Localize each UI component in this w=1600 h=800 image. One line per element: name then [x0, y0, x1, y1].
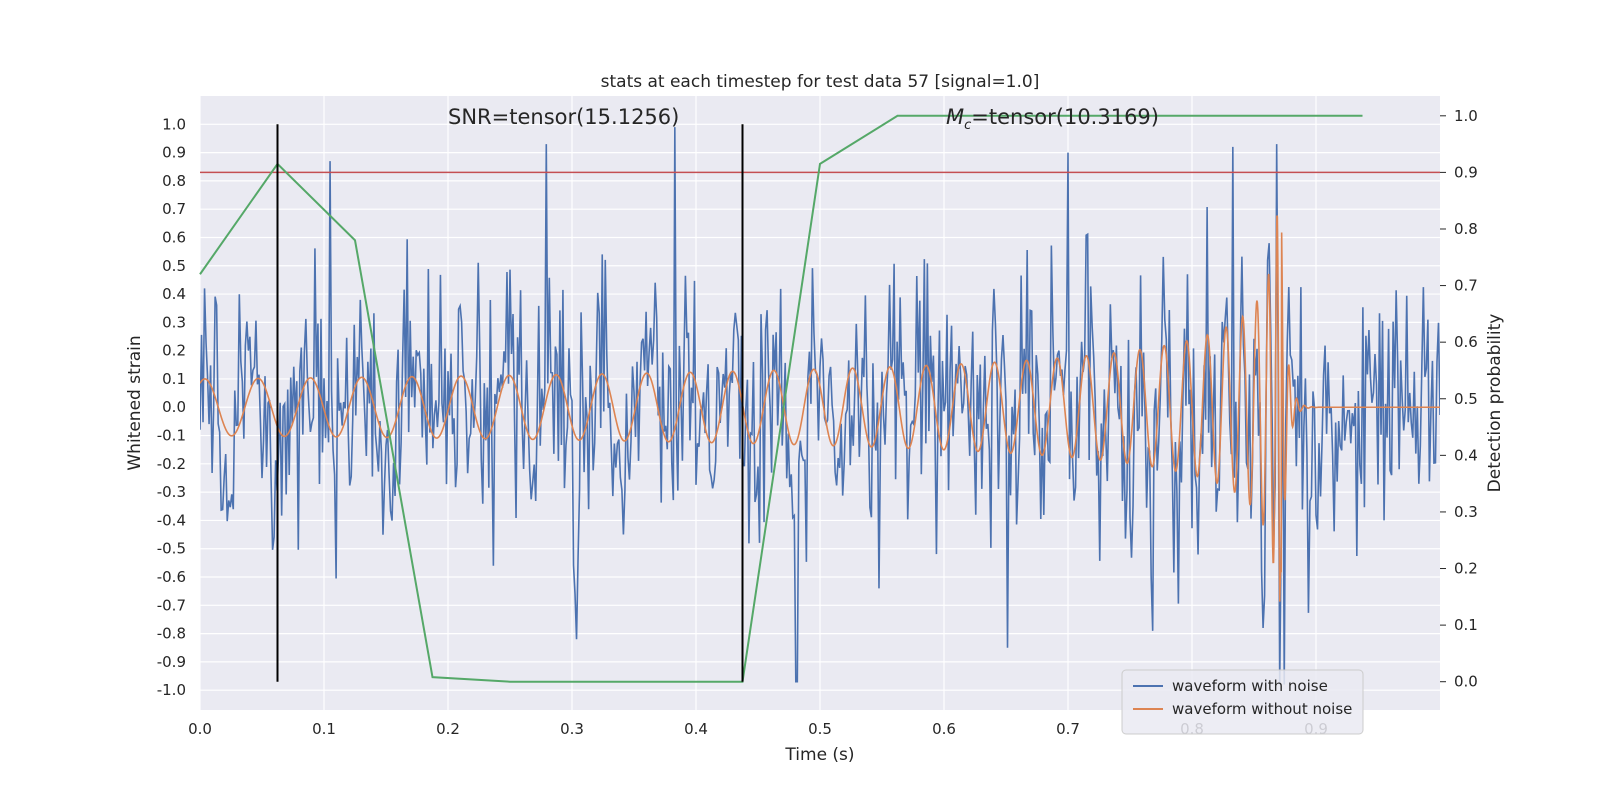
y-tick-label-left: 0.5 [162, 257, 186, 275]
ticks: 0.0 0.1 0.2 0.3 0.4 0.5 0.6 0.7 0.8 0.9 1.0 0.9 0.8 0… [157, 107, 1478, 738]
chirp-mass-annotation: Mc=tensor(10.3169) [946, 105, 1159, 133]
x-tick-label: 0.6 [932, 720, 956, 738]
y-tick-label-right: 0.8 [1454, 220, 1478, 238]
x-tick-label: 0.1 [312, 720, 336, 738]
chart-title: stats at each timestep for test data 57 … [601, 72, 1040, 92]
y-tick-label-left: -0.3 [157, 483, 186, 501]
y-tick-label-left: 0.2 [162, 342, 186, 360]
y-tick-label-left: -0.7 [157, 596, 186, 614]
legend-label-noise: waveform with noise [1172, 677, 1328, 695]
y-tick-label-right: 0.0 [1454, 673, 1478, 691]
chirp-mass-subscript: c [964, 118, 971, 133]
x-axis-label: Time (s) [784, 745, 854, 765]
chirp-mass-symbol: M [946, 105, 964, 129]
legend: waveform with noise waveform without noi… [1121, 669, 1364, 735]
y-tick-label-right: 0.7 [1454, 277, 1478, 295]
legend-label-clean: waveform without noise [1172, 700, 1352, 718]
series-waveform-without-noise [200, 215, 1440, 602]
y-tick-label-right: 0.1 [1454, 616, 1478, 634]
y-axis-label-left: Whitened strain [125, 335, 145, 470]
y-tick-label-left: -1.0 [157, 681, 186, 699]
y-tick-label-right: 0.4 [1454, 446, 1478, 464]
y-tick-label-left: 0.4 [162, 285, 186, 303]
legend-box [1121, 669, 1364, 735]
y-tick-label-left: -0.1 [157, 427, 186, 445]
y-tick-label-left: 0.9 [162, 144, 186, 162]
x-tick-label: 0.7 [1056, 720, 1080, 738]
y-tick-label-left: 0.6 [162, 228, 186, 246]
y-tick-label-right: 1.0 [1454, 107, 1478, 125]
x-tick-label: 0.2 [436, 720, 460, 738]
y-tick-label-left: -0.6 [157, 568, 186, 586]
marks-layer [199, 114, 1440, 683]
x-tick-label: 0.5 [808, 720, 832, 738]
x-tick-label: 0.0 [188, 720, 212, 738]
series-layer [200, 127, 1440, 685]
y-tick-label-left: 0.3 [162, 313, 186, 331]
y-tick-label-left: -0.4 [157, 511, 186, 529]
y-tick-label-left: 0.7 [162, 200, 186, 218]
y-tick-label-left: -0.2 [157, 455, 186, 473]
y-tick-label-right: 0.3 [1454, 503, 1478, 521]
y-tick-label-left: -0.8 [157, 625, 186, 643]
y-tick-label-right: 0.9 [1454, 163, 1478, 181]
y-tick-label-left: 1.0 [162, 115, 186, 133]
series-waveform-with-noise [200, 127, 1440, 685]
snr-annotation: SNR=tensor(15.1256) [448, 105, 679, 129]
y-tick-label-left: 0.0 [162, 398, 186, 416]
y-tick-label-right: 0.5 [1454, 390, 1478, 408]
y-tick-label-left: 0.1 [162, 370, 186, 388]
y-tick-label-left: -0.5 [157, 540, 186, 558]
y-tick-label-right: 0.2 [1454, 560, 1478, 578]
y-tick-label-left: -0.9 [157, 653, 186, 671]
y-tick-label-right: 0.6 [1454, 333, 1478, 351]
y-tick-label-left: 0.8 [162, 172, 186, 190]
x-tick-label: 0.3 [560, 720, 584, 738]
series-detection-probability [199, 114, 1363, 683]
chirp-mass-value: =tensor(10.3169) [971, 105, 1159, 129]
y-axis-label-right: Detection probability [1485, 314, 1505, 493]
x-tick-label: 0.4 [684, 720, 708, 738]
